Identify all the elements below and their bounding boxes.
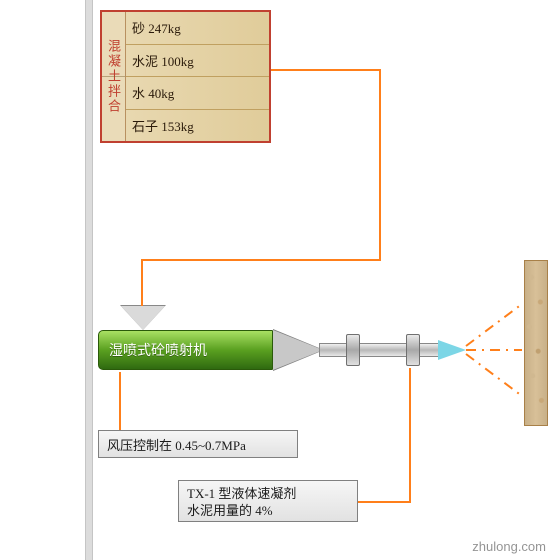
connector-additive-to-flange	[358, 368, 410, 502]
additive-box: TX-1 型液体速凝剂 水泥用量的 4%	[178, 480, 358, 522]
flange-icon	[406, 334, 420, 366]
connectors-layer	[0, 0, 554, 560]
rock-wall-icon	[524, 260, 548, 426]
pipe-icon	[319, 343, 439, 357]
diagram-canvas: 混凝土拌合 砂 247kg 水泥 100kg 水 40kg 石子 153kg 湿…	[0, 0, 554, 560]
spray-line-2	[466, 354, 522, 396]
additive-line1: TX-1 型液体速凝剂	[187, 485, 349, 502]
hopper-icon	[121, 306, 165, 330]
flange-icon	[346, 334, 360, 366]
air-pressure-box: 风压控制在 0.45~0.7MPa	[98, 430, 298, 458]
mix-row-water: 水 40kg	[126, 77, 269, 110]
spray-tip-icon	[438, 340, 466, 360]
sprayer-machine-label: 湿喷式砼喷射机	[109, 340, 207, 360]
spray-line-1	[466, 304, 522, 346]
mix-row-sand: 砂 247kg	[126, 12, 269, 45]
additive-line2: 水泥用量的 4%	[187, 502, 349, 519]
mix-box: 混凝土拌合 砂 247kg 水泥 100kg 水 40kg 石子 153kg	[100, 10, 271, 143]
sprayer-machine: 湿喷式砼喷射机	[98, 330, 273, 370]
mix-vertical-label: 混凝土拌合	[102, 12, 126, 141]
watermark: zhulong.com	[472, 539, 546, 554]
mix-row-cement: 水泥 100kg	[126, 45, 269, 78]
mix-rows: 砂 247kg 水泥 100kg 水 40kg 石子 153kg	[126, 12, 269, 141]
nozzle-cone-icon	[273, 330, 323, 370]
vertical-bar	[85, 0, 93, 560]
air-pressure-text: 风压控制在 0.45~0.7MPa	[107, 435, 246, 454]
mix-row-stone: 石子 153kg	[126, 110, 269, 142]
